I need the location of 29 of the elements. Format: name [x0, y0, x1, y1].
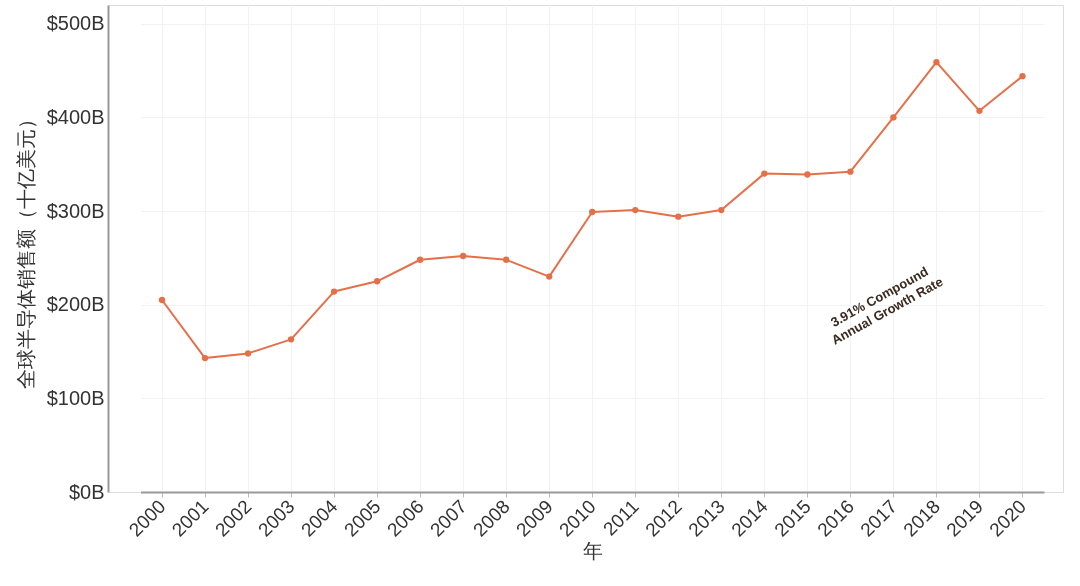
y-tick-label: $0B [68, 480, 105, 503]
point [933, 58, 940, 66]
y-tick-label: $400B [46, 105, 105, 128]
point [632, 206, 639, 214]
point [589, 208, 596, 216]
y-axis-title: 全球半导体销售额（十亿美元） [14, 109, 37, 389]
point [330, 288, 338, 295]
y-tick-label: $300B [46, 199, 105, 222]
x-axis-title: 年 [582, 540, 603, 563]
point [244, 350, 252, 357]
point [761, 170, 768, 177]
point [546, 273, 553, 280]
y-tick-label: $100B [46, 386, 105, 409]
point [890, 114, 897, 121]
point [503, 256, 510, 263]
point [718, 206, 725, 214]
point [804, 171, 811, 178]
point [1019, 73, 1026, 80]
point [675, 213, 682, 220]
point [976, 107, 983, 114]
point [201, 354, 209, 362]
point [460, 252, 467, 260]
point [158, 296, 166, 304]
point [416, 256, 424, 263]
point [287, 336, 295, 343]
point [847, 168, 854, 175]
y-tick-label: $500B [46, 12, 105, 35]
point [373, 278, 381, 285]
y-tick-label: $200B [46, 293, 105, 316]
